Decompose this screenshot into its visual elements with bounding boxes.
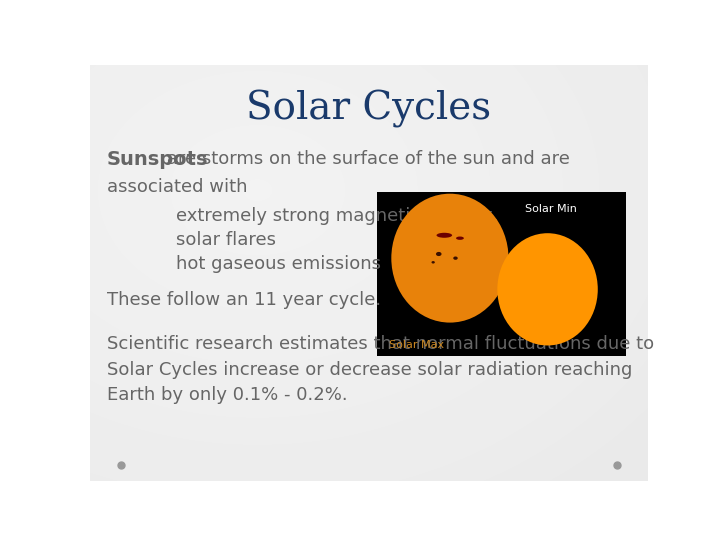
Text: Solar Cycles: Solar Cycles <box>246 90 492 128</box>
Text: hot gaseous emissions: hot gaseous emissions <box>176 255 382 273</box>
Text: Earth by only 0.1% - 0.2%.: Earth by only 0.1% - 0.2%. <box>107 386 347 404</box>
Text: are storms on the surface of the sun and are: are storms on the surface of the sun and… <box>161 150 570 168</box>
Text: solar flares: solar flares <box>176 231 276 248</box>
Ellipse shape <box>498 233 598 346</box>
Ellipse shape <box>436 233 452 238</box>
Text: These follow an 11 year cycle.: These follow an 11 year cycle. <box>107 292 381 309</box>
Text: Solar Min: Solar Min <box>526 204 577 214</box>
Circle shape <box>436 252 441 256</box>
FancyBboxPatch shape <box>377 192 626 356</box>
Text: Solar Cycles increase or decrease solar radiation reaching: Solar Cycles increase or decrease solar … <box>107 361 632 379</box>
Circle shape <box>454 256 458 260</box>
Text: Scientific research estimates that normal fluctuations due to: Scientific research estimates that norma… <box>107 335 654 353</box>
Text: extremely strong magnetic activity,: extremely strong magnetic activity, <box>176 207 499 225</box>
Text: Sunspots: Sunspots <box>107 150 208 169</box>
Text: Solar Max: Solar Max <box>389 340 444 349</box>
Ellipse shape <box>392 194 508 322</box>
Circle shape <box>431 261 435 264</box>
Text: associated with: associated with <box>107 178 247 197</box>
Ellipse shape <box>456 237 464 240</box>
